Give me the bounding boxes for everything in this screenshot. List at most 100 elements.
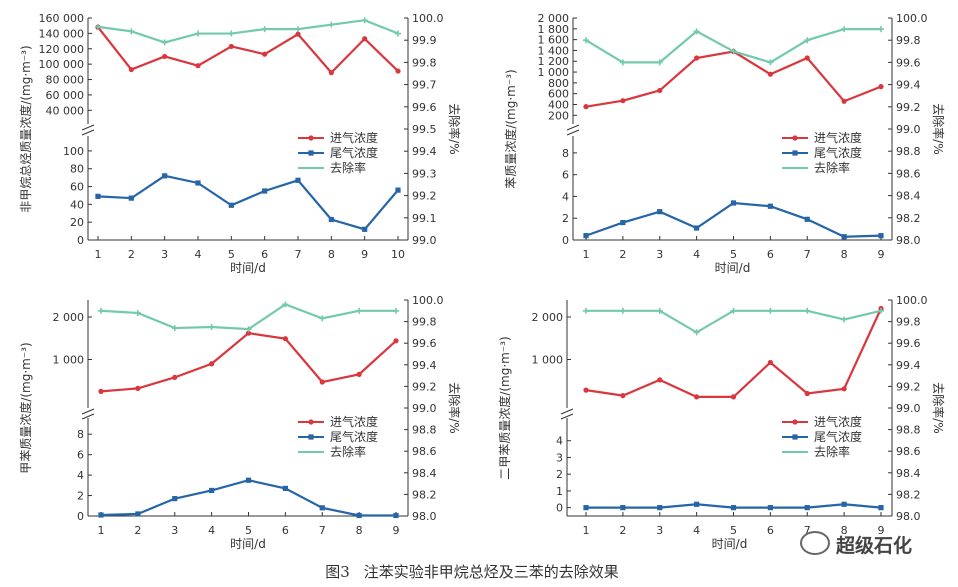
y2-tick-label: 99.7 xyxy=(412,79,437,92)
legend-label: 去除率 xyxy=(330,160,366,175)
y-tick-label-upper: 200 xyxy=(548,109,569,122)
point-outlet xyxy=(804,216,810,222)
legend-marker xyxy=(308,419,314,425)
point-outlet xyxy=(694,225,700,231)
point-outlet xyxy=(135,511,141,517)
point-outlet xyxy=(804,505,810,511)
y-axis-label: 非甲烷总烃质量浓度/(mg·m⁻³) xyxy=(18,45,33,212)
y-tick-label-lower: 8 xyxy=(77,428,84,441)
y2-tick-label: 99.4 xyxy=(896,79,921,92)
point-removal xyxy=(95,23,101,30)
point-removal xyxy=(171,325,178,332)
y2-tick-label: 99.2 xyxy=(412,190,437,203)
x-tick-label: 4 xyxy=(208,524,215,537)
point-inlet xyxy=(730,394,737,400)
series-line-inlet xyxy=(585,50,882,108)
x-tick-label: 7 xyxy=(319,524,326,537)
y2-tick-label: 99.6 xyxy=(896,56,921,69)
point-inlet xyxy=(583,387,589,393)
legend-label: 进气浓度 xyxy=(330,414,378,429)
y-tick-label-lower: 0 xyxy=(562,234,569,247)
y-tick-label-lower: 0 xyxy=(77,234,84,247)
point-outlet xyxy=(620,219,626,226)
y-tick-label-upper: 60 000 xyxy=(46,89,85,102)
x-tick-label: 9 xyxy=(878,524,885,537)
x-tick-label: 6 xyxy=(282,524,289,537)
point-removal xyxy=(878,26,884,33)
y2-tick-label: 99.4 xyxy=(412,359,437,372)
point-inlet xyxy=(356,371,362,377)
y2-tick-label: 99.0 xyxy=(412,234,437,247)
y2-tick-label: 99.4 xyxy=(412,145,437,158)
point-outlet xyxy=(767,203,773,209)
point-inlet xyxy=(694,55,700,61)
y2-tick-label: 100.0 xyxy=(896,294,928,307)
point-inlet xyxy=(804,55,810,61)
series-line-removal xyxy=(585,28,881,64)
point-outlet xyxy=(95,193,101,199)
x-tick-label: 4 xyxy=(195,248,202,261)
legend-label: 尾气浓度 xyxy=(330,429,378,444)
series-line-removal xyxy=(97,19,399,44)
x-tick-label: 1 xyxy=(95,248,102,261)
y-axis-label: 二甲苯质量浓度/(mg·m⁻³) xyxy=(497,336,512,479)
y2-tick-label: 98.0 xyxy=(412,510,437,523)
point-inlet xyxy=(328,70,334,76)
x-tick-label: 6 xyxy=(261,248,268,261)
point-inlet xyxy=(657,377,663,383)
point-removal xyxy=(282,301,289,308)
point-inlet xyxy=(657,87,663,94)
x-tick-label: 9 xyxy=(393,524,400,537)
y-tick-label-lower: 40 xyxy=(70,198,84,211)
point-removal xyxy=(583,37,589,44)
x-tick-label: 1 xyxy=(583,248,590,261)
y2-tick-label: 99.6 xyxy=(896,337,921,350)
y2-tick-label: 98.0 xyxy=(896,510,921,523)
legend-marker xyxy=(792,434,798,440)
y2-tick-label: 99.2 xyxy=(896,380,921,393)
point-removal xyxy=(656,307,663,314)
point-removal xyxy=(128,28,135,35)
figure-caption: 图3 注苯实验非甲烷总烃及三苯的去除效果 xyxy=(0,561,958,582)
wechat-icon xyxy=(800,531,830,555)
point-removal xyxy=(395,30,401,37)
point-inlet xyxy=(620,98,626,104)
x-tick-label: 5 xyxy=(730,248,737,261)
y2-tick-label: 100.0 xyxy=(412,294,444,307)
series-line-outlet xyxy=(585,201,882,238)
axis-break-mark xyxy=(566,124,580,136)
x-tick-label: 9 xyxy=(361,248,368,261)
legend-marker xyxy=(308,150,314,156)
x-tick-label: 4 xyxy=(693,524,700,537)
x-tick-label: 7 xyxy=(295,248,302,261)
series-line-removal xyxy=(586,309,882,334)
x-tick-label: 6 xyxy=(767,248,774,261)
y2-tick-label: 99.2 xyxy=(896,101,921,114)
point-inlet xyxy=(162,53,168,60)
point-outlet xyxy=(209,487,215,494)
watermark-text: 超级石化 xyxy=(836,535,913,557)
legend-label: 进气浓度 xyxy=(814,414,862,429)
y-tick-label-upper: 80 000 xyxy=(46,74,85,87)
point-removal xyxy=(295,26,301,33)
point-inlet xyxy=(195,63,201,69)
x-tick-label: 8 xyxy=(356,524,363,537)
x-tick-label: 9 xyxy=(878,248,885,261)
point-inlet xyxy=(209,361,215,367)
figure-number: 图3 xyxy=(325,563,350,581)
point-inlet xyxy=(583,104,589,110)
point-removal xyxy=(228,30,235,37)
y2-tick-label: 98.6 xyxy=(896,167,921,180)
y2-tick-label: 99.0 xyxy=(896,123,921,136)
point-outlet xyxy=(878,505,884,511)
y2-axis-label: 去除率/% xyxy=(931,103,946,154)
y-tick-label-upper: 1 200 xyxy=(538,55,570,68)
x-tick-label: 3 xyxy=(161,248,168,261)
point-outlet xyxy=(282,485,288,491)
y-tick-label-upper: 1 400 xyxy=(538,44,570,57)
y-tick-label-lower: 0 xyxy=(556,502,563,515)
y2-tick-label: 100.0 xyxy=(896,12,928,25)
x-tick-label: 2 xyxy=(619,248,626,261)
point-inlet xyxy=(282,336,288,342)
point-removal xyxy=(693,28,700,35)
